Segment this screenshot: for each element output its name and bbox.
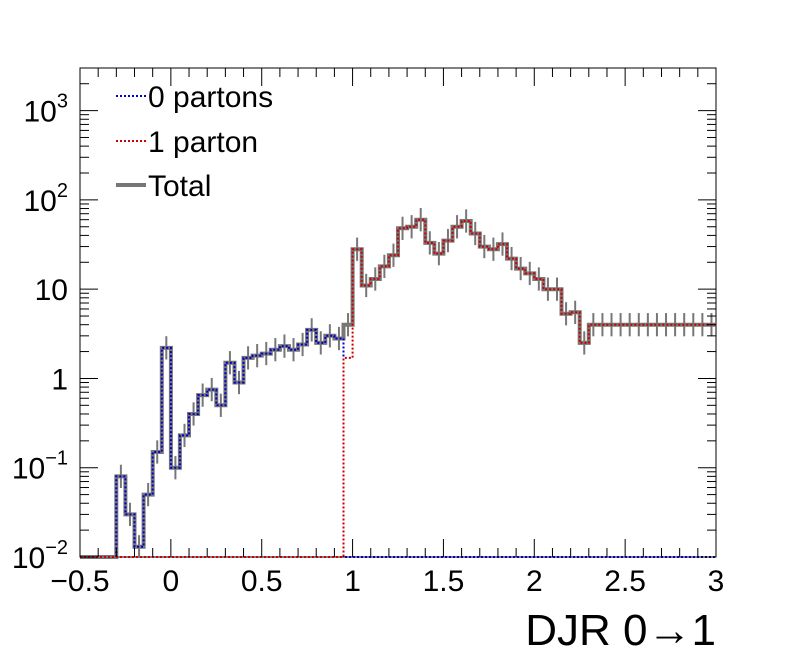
y-tick-labels: 10−2 10−1 1 10 102 103 xyxy=(12,91,68,575)
y-tick-label: 10−1 xyxy=(12,448,68,486)
x-tick-label: 3 xyxy=(708,565,725,598)
x-tick-labels: −0.5 0 0.5 1 1.5 2 2.5 3 xyxy=(50,565,724,598)
legend-item-0-partons: 0 partons xyxy=(116,81,273,114)
legend-label-0-partons: 0 partons xyxy=(148,81,273,114)
x-tick-label: 1.5 xyxy=(423,565,465,598)
legend-label-total: Total xyxy=(148,170,211,203)
axis-ticks xyxy=(79,67,717,558)
y-tick-label: 103 xyxy=(24,91,69,129)
x-tick-label: 0.5 xyxy=(241,565,283,598)
legend-label-1-parton: 1 parton xyxy=(148,126,258,159)
y-tick-label: 10 xyxy=(35,274,68,307)
y-tick-label: 1 xyxy=(51,363,68,396)
legend-item-total: Total xyxy=(116,170,211,203)
legend-item-1-parton: 1 parton xyxy=(116,126,258,159)
plot-frame xyxy=(79,67,717,558)
x-tick-label: 0 xyxy=(163,565,180,598)
x-tick-label: −0.5 xyxy=(50,565,109,598)
y-tick-label: 10−2 xyxy=(12,537,68,575)
x-tick-label: 2.5 xyxy=(604,565,646,598)
legend: 0 partons 1 parton Total xyxy=(116,81,273,203)
y-tick-label: 102 xyxy=(24,180,69,218)
x-axis-label: DJR 0→1 xyxy=(525,606,716,655)
x-tick-label: 1 xyxy=(344,565,361,598)
x-tick-label: 2 xyxy=(526,565,543,598)
